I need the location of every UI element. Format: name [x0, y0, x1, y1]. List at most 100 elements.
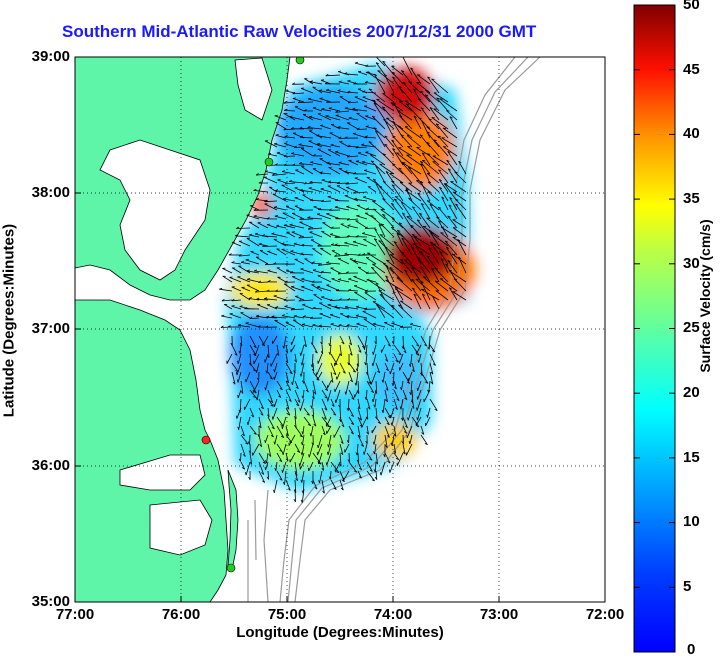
velocity-vector [427, 181, 440, 193]
velocity-vector [375, 57, 386, 67]
velocity-vector-head [295, 478, 298, 481]
velocity-vector [411, 206, 422, 220]
velocity-vector-head [391, 226, 395, 229]
velocity-vector-head [288, 399, 292, 402]
velocity-vector [231, 267, 242, 274]
velocity-vector [382, 371, 386, 383]
velocity-vector-head [416, 219, 420, 222]
velocity-vector-head [396, 152, 400, 154]
velocity-vector [413, 243, 431, 256]
colorbar-tick-label: 40 [683, 125, 700, 142]
velocity-vector-head [364, 351, 367, 355]
velocity-vector [247, 278, 260, 283]
velocity-vector [267, 270, 278, 274]
velocity-vector [285, 425, 289, 437]
velocity-vector [348, 389, 355, 400]
velocity-vector [402, 344, 407, 354]
velocity-vector [282, 443, 287, 455]
velocity-vector-head [401, 251, 405, 254]
velocity-vector-head [350, 414, 354, 417]
velocity-vector-head [347, 459, 350, 463]
velocity-vector [347, 398, 350, 411]
velocity-vector [362, 310, 377, 319]
velocity-vector-head [246, 421, 249, 425]
velocity-vector [226, 353, 233, 364]
velocity-vector-head [311, 368, 315, 372]
velocity-vector [419, 134, 431, 148]
velocity-vector [398, 304, 413, 319]
velocity-vector-head [358, 350, 362, 353]
velocity-vector-head [292, 82, 296, 85]
velocity-vector [336, 371, 341, 380]
velocity-vector-head [396, 277, 400, 279]
velocity-vector [412, 233, 422, 247]
velocity-vector-head [392, 341, 395, 345]
velocity-vector [394, 288, 413, 301]
velocity-vector [339, 344, 342, 356]
velocity-vector-head [382, 153, 386, 155]
velocity-vector [339, 434, 344, 444]
velocity-vector [348, 101, 359, 104]
velocity-vector-head [237, 395, 239, 399]
station-marker-mid [264, 157, 274, 167]
velocity-vector [240, 312, 251, 319]
velocity-vector [299, 221, 314, 229]
velocity-vector-head [335, 114, 339, 116]
velocity-vector-head [268, 152, 272, 155]
velocity-vector-head [391, 65, 395, 68]
velocity-vector [237, 389, 242, 399]
velocity-vector [276, 225, 287, 229]
velocity-vector [253, 353, 260, 364]
velocity-vector [294, 479, 297, 493]
velocity-vector-head [336, 471, 340, 474]
velocity-vector-head [245, 258, 249, 261]
velocity-vector-head [385, 264, 389, 268]
velocity-vector [354, 389, 359, 398]
velocity-vector [267, 425, 274, 438]
velocity-vector-head [302, 380, 305, 384]
velocity-vector [295, 296, 305, 301]
velocity-vector [402, 162, 422, 175]
velocity-vector-head [278, 395, 282, 398]
velocity-vector-head [337, 89, 341, 91]
velocity-vector-head [406, 381, 410, 384]
velocity-vector-head [428, 229, 432, 232]
velocity-vector [336, 185, 350, 193]
velocity-vector [317, 353, 323, 364]
velocity-vector-head [296, 450, 301, 453]
velocity-vector-head [293, 498, 296, 503]
velocity-vector [281, 249, 296, 256]
velocity-vector [237, 276, 251, 283]
velocity-vector-head [264, 439, 266, 443]
velocity-vector [376, 304, 395, 319]
velocity-vector-head [416, 81, 420, 84]
velocity-vector [249, 380, 257, 394]
velocity-vector-head [346, 440, 349, 444]
velocity-vector-head [365, 289, 368, 292]
velocity-vector [357, 452, 359, 463]
velocity-vector [368, 88, 386, 103]
velocity-vector-head [274, 142, 278, 145]
velocity-vector [374, 461, 377, 473]
velocity-vector [285, 362, 293, 375]
velocity-vector-head [323, 417, 327, 420]
velocity-vector-head [288, 180, 292, 182]
velocity-vector-head [287, 413, 291, 416]
velocity-vector [454, 171, 467, 184]
velocity-vector-head [334, 305, 338, 308]
velocity-vector-head [364, 362, 367, 366]
velocity-vector-head [342, 371, 346, 374]
velocity-vector-head [353, 470, 357, 473]
velocity-vector-head [420, 90, 424, 93]
velocity-vector-head [432, 296, 436, 299]
velocity-vector [371, 115, 386, 130]
velocity-vector [238, 240, 251, 247]
velocity-vector [299, 189, 314, 193]
velocity-vector [325, 74, 341, 77]
velocity-vector-head [310, 161, 314, 163]
velocity-vector-head [458, 256, 462, 260]
velocity-vector [434, 280, 449, 292]
velocity-vector-head [301, 490, 304, 494]
velocity-vector [284, 182, 296, 185]
velocity-vector [421, 288, 440, 301]
